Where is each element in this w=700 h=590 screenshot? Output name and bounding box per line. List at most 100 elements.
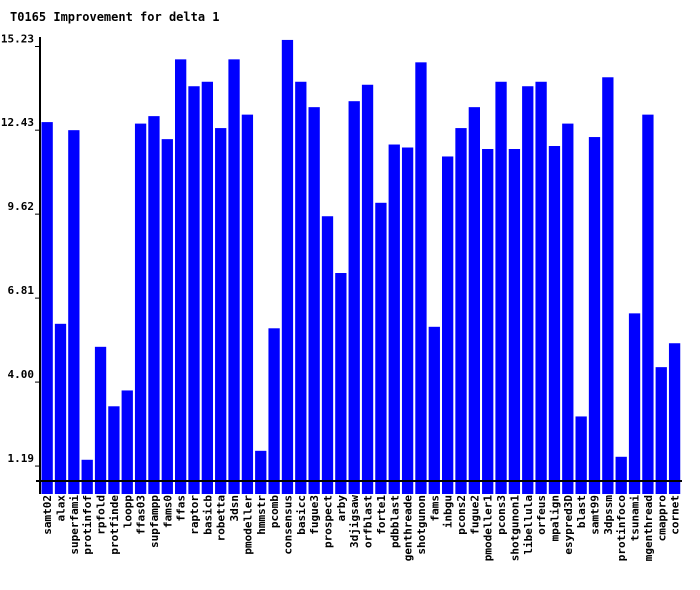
bar-22 xyxy=(335,273,347,494)
x-tick-label-4: rpfold xyxy=(95,495,108,535)
x-tick-label-15: pmodeller xyxy=(241,495,254,555)
x-tick-label-23: 3djigsaw xyxy=(348,495,361,548)
chart-title: T0165 Improvement for delta 1 xyxy=(10,10,220,24)
bar-7 xyxy=(134,123,147,494)
x-tick-label-32: fugue2 xyxy=(468,495,481,535)
y-tick-label-1: 4.00 xyxy=(8,368,35,381)
bar-41 xyxy=(588,137,601,495)
x-tick-label-44: tsunami xyxy=(629,495,642,542)
x-tick-label-31: pcons2 xyxy=(455,495,468,535)
x-tick-label-33: pmodeller1 xyxy=(482,495,495,562)
x-tick-label-12: basicb xyxy=(201,495,214,535)
x-tick-label-10: ffas xyxy=(175,495,188,522)
bar-37 xyxy=(535,81,547,494)
y-tick-label-3: 9.62 xyxy=(8,200,35,213)
x-tick-label-29: fams xyxy=(428,495,441,522)
bar-15 xyxy=(241,114,254,494)
y-tick-label-0: 1.19 xyxy=(8,452,35,465)
x-tick-label-47: cornet xyxy=(669,495,682,535)
bar-46 xyxy=(655,367,667,494)
x-tick-label-14: 3dsn xyxy=(228,495,241,522)
x-tick-label-9: fams0 xyxy=(161,495,174,528)
x-tick-label-42: 3dpssm xyxy=(602,495,615,535)
bar-1 xyxy=(54,323,67,494)
x-tick-label-41: samt99 xyxy=(589,495,602,535)
x-tick-label-28: shotgunon xyxy=(415,495,428,555)
bar-3 xyxy=(81,459,93,494)
x-tick-label-37: orfeus xyxy=(535,495,548,535)
bar-21 xyxy=(321,216,334,495)
bar-31 xyxy=(455,128,467,494)
bar-30 xyxy=(442,156,454,494)
x-tick-label-36: libellula xyxy=(522,495,535,555)
x-tick-label-13: robetta xyxy=(215,495,228,541)
x-tick-label-24: orfblast xyxy=(362,495,375,548)
bar-10 xyxy=(175,59,187,494)
bar-12 xyxy=(201,81,213,494)
x-tick-label-19: basicc xyxy=(295,495,308,535)
bar-28 xyxy=(415,62,427,495)
x-tick-label-46: cmappro xyxy=(655,495,668,542)
bar-17 xyxy=(268,328,280,494)
bar-4 xyxy=(94,346,107,494)
x-tick-label-22: arby xyxy=(335,495,348,522)
y-tick-label-4: 12.43 xyxy=(1,116,34,129)
x-tick-label-6: loopp xyxy=(121,495,134,528)
bar-5 xyxy=(108,406,120,494)
bar-25 xyxy=(375,202,387,495)
y-tick-label-5: 15.23 xyxy=(1,33,34,46)
bar-27 xyxy=(401,147,414,494)
bar-20 xyxy=(308,107,320,494)
x-tick-label-17: pcomb xyxy=(268,495,281,528)
bar-24 xyxy=(361,84,374,494)
bar-13 xyxy=(215,128,227,494)
x-tick-label-5: protfinde xyxy=(108,495,121,555)
bar-16 xyxy=(255,450,267,494)
x-tick-label-35: shotgunon1 xyxy=(508,495,521,562)
bar-36 xyxy=(522,86,534,495)
x-tick-label-2: superfami xyxy=(68,495,81,555)
x-tick-label-39: esypred3D xyxy=(562,495,575,555)
x-tick-label-11: raptor xyxy=(188,495,201,535)
bar-26 xyxy=(388,144,400,494)
bar-42 xyxy=(602,77,614,494)
x-tick-label-1: alax xyxy=(55,495,68,522)
x-tick-label-3: protinfof xyxy=(81,495,94,555)
bar-39 xyxy=(562,123,574,494)
bar-32 xyxy=(468,107,480,494)
bar-29 xyxy=(428,326,440,494)
bar-19 xyxy=(295,81,307,494)
bar-35 xyxy=(508,149,521,494)
bar-0 xyxy=(41,122,53,494)
x-tick-label-7: ffas03 xyxy=(135,495,148,535)
x-tick-label-45: mgenthread xyxy=(642,495,655,561)
y-tick-label-2: 6.81 xyxy=(8,284,35,297)
x-tick-label-43: protinfoco xyxy=(615,495,628,562)
x-tick-label-34: pcons3 xyxy=(495,495,508,535)
x-tick-label-0: samt02 xyxy=(41,495,54,535)
bar-44 xyxy=(628,313,641,494)
x-tick-label-40: blast xyxy=(575,495,588,528)
x-tick-label-21: prospect xyxy=(322,495,335,548)
bar-43 xyxy=(615,456,627,494)
x-tick-label-20: fugue3 xyxy=(308,495,321,535)
bar-47 xyxy=(668,343,681,494)
bar-40 xyxy=(575,416,587,494)
bar-23 xyxy=(348,101,360,494)
bar-11 xyxy=(188,86,200,495)
x-tick-label-18: consensus xyxy=(281,495,294,555)
x-tick-label-30: inbgu xyxy=(442,495,455,528)
x-tick-label-27: genthreade xyxy=(402,495,415,562)
x-tick-label-38: mpalign xyxy=(548,495,561,541)
bar-33 xyxy=(482,149,494,494)
x-tick-label-25: forte1 xyxy=(375,495,388,535)
x-tick-label-16: hmmstr xyxy=(255,495,268,535)
x-tick-label-26: pdbblast xyxy=(388,495,401,548)
bar-18 xyxy=(281,39,294,495)
bar-34 xyxy=(495,81,507,494)
bar-14 xyxy=(228,59,240,494)
bar-38 xyxy=(548,146,561,494)
bar-6 xyxy=(121,390,133,494)
bar-9 xyxy=(161,139,173,494)
